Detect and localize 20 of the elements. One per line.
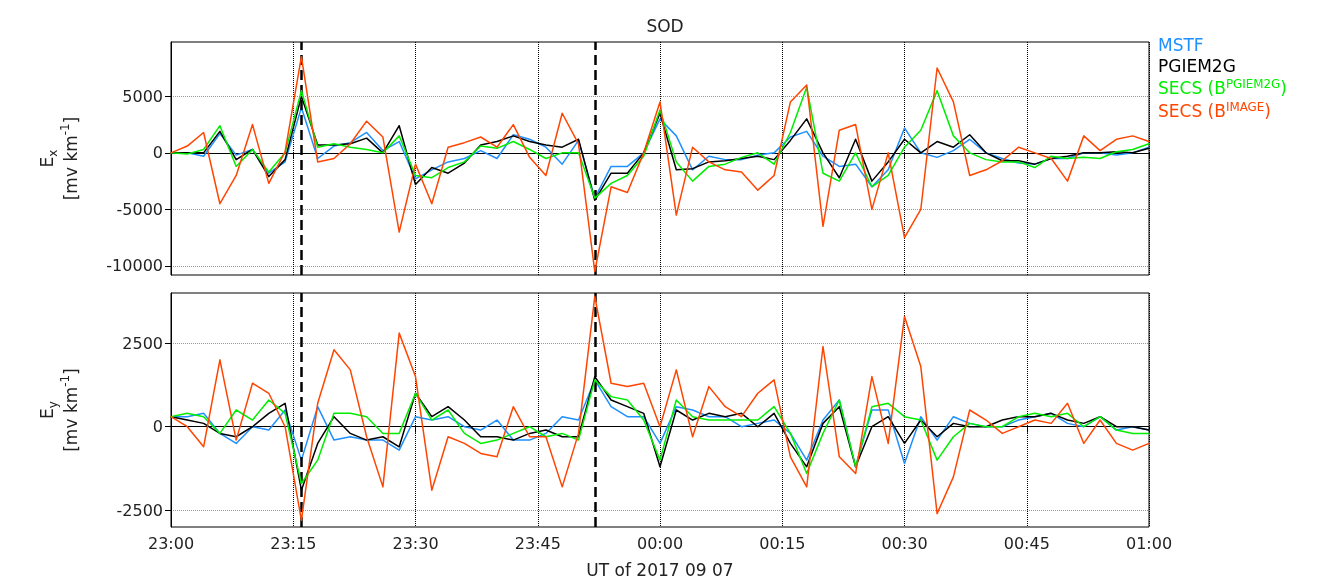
y-tick-label: 5000: [122, 86, 163, 106]
y-tick-label: 0: [152, 143, 163, 163]
y-tick-label: 2500: [122, 333, 163, 353]
x-tick-label: 23:45: [514, 533, 561, 553]
x-tick-label: 23:15: [270, 533, 317, 553]
x-tick-label: 00:15: [759, 533, 806, 553]
y-tick-label: -5000: [116, 199, 163, 219]
x-tick-label: 00:45: [1003, 533, 1050, 553]
y-tick-label: -2500: [116, 500, 163, 520]
text: PGIEM2G: [1158, 55, 1236, 76]
chart-title: SOD: [646, 15, 684, 36]
y-tick-label: -10000: [106, 256, 163, 276]
x-tick-label: 00:30: [881, 533, 928, 553]
x-tick-label: 23:00: [147, 533, 195, 553]
y-tick-label: 0: [152, 417, 163, 437]
text: MSTF: [1158, 34, 1204, 55]
x-axis-title: UT of 2017 09 07: [586, 559, 734, 580]
x-tick-label: 00:00: [636, 533, 684, 553]
x-tick-label: 01:00: [1125, 533, 1173, 553]
x-tick-label: 23:30: [392, 533, 439, 553]
